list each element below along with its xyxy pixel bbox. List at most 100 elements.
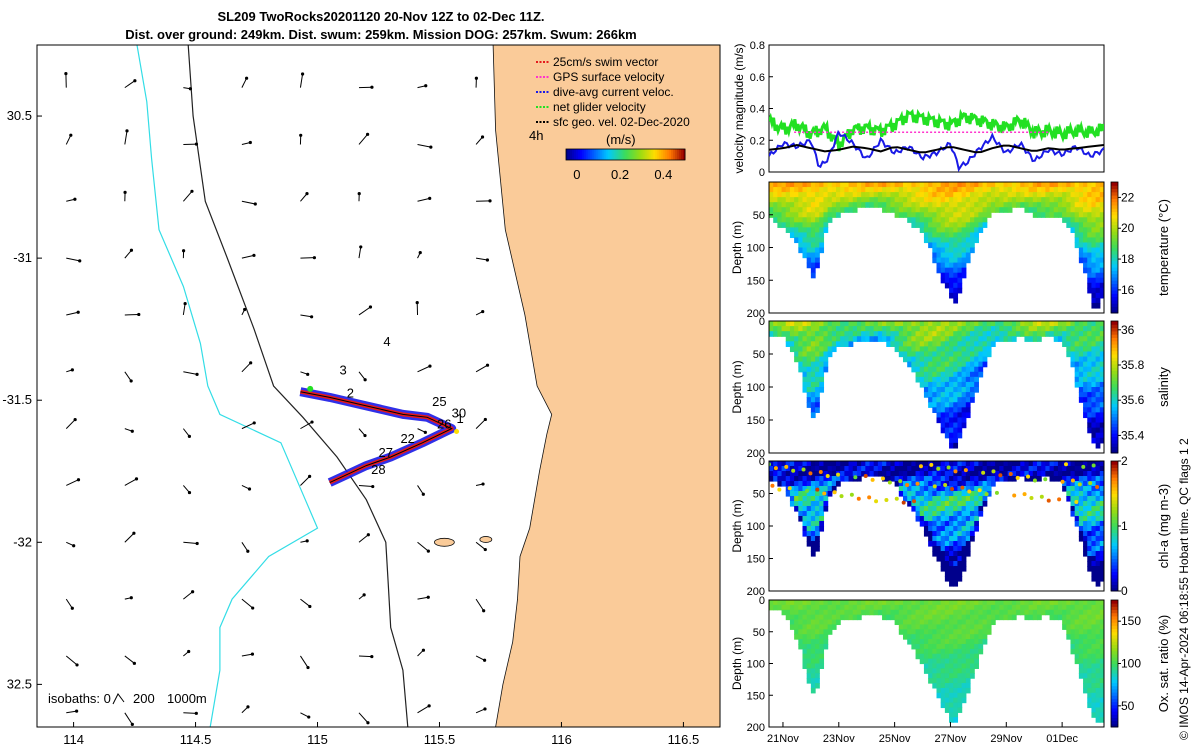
section-cell	[944, 471, 950, 477]
geo-arrow-head	[483, 707, 487, 711]
section-cell	[815, 321, 820, 327]
geo-arrow-head	[359, 245, 363, 249]
section-cell	[961, 262, 967, 269]
section-cell	[836, 341, 841, 347]
section-cell	[819, 361, 825, 368]
section-cell	[798, 486, 804, 492]
section-cell	[1091, 501, 1097, 507]
section-cell	[982, 600, 988, 606]
section-cell	[957, 600, 963, 606]
section-cell	[1074, 326, 1080, 332]
map-colorbar-cell	[655, 149, 658, 160]
chl-sample-dot	[849, 492, 854, 497]
section-colorbar-cell	[1111, 260, 1118, 265]
section-cell	[965, 461, 971, 467]
section-cell	[911, 366, 917, 373]
section-cell	[806, 387, 812, 393]
section-cell	[944, 501, 950, 507]
geo-arrow-head	[363, 378, 367, 382]
section-cell	[936, 351, 942, 358]
section-cell	[928, 381, 933, 388]
section-cell	[1070, 222, 1076, 228]
section-cell	[831, 476, 837, 482]
section-cell	[903, 491, 908, 497]
section-cell	[903, 321, 908, 327]
section-cell	[823, 222, 829, 228]
section-cell	[1057, 466, 1063, 472]
section-cell	[911, 222, 917, 228]
section-cell	[806, 496, 812, 502]
section-cell	[798, 207, 804, 213]
section-cell	[965, 346, 971, 353]
section-cell	[865, 202, 871, 208]
section-cell	[1095, 629, 1101, 635]
section-cell	[836, 466, 841, 472]
section-colorbar-cell	[1111, 423, 1118, 428]
section-cell	[865, 600, 871, 606]
section-cell	[1074, 624, 1080, 630]
section-cell	[1066, 212, 1072, 218]
section-cell	[957, 237, 963, 244]
section-cell	[940, 376, 946, 383]
section-colorbar-cell	[1111, 360, 1118, 365]
section-cell	[1011, 336, 1017, 342]
section-cell	[852, 471, 858, 477]
section-cell	[785, 326, 791, 332]
section-cell	[1078, 476, 1084, 482]
section-cell	[1066, 496, 1072, 502]
section-cell	[940, 341, 946, 347]
section-cell	[915, 609, 921, 616]
section-cell	[1091, 707, 1097, 713]
section-cell	[1078, 491, 1084, 497]
section-cell	[940, 496, 946, 502]
section-cell	[936, 687, 942, 694]
section-cell	[827, 471, 833, 477]
section-cell	[953, 397, 959, 403]
section-cell	[907, 346, 912, 353]
section-cell	[1078, 371, 1084, 378]
section-cell	[940, 356, 946, 363]
section-cell	[1087, 427, 1093, 434]
section-cell	[865, 321, 871, 327]
section-cell	[1099, 501, 1104, 507]
section-cell	[986, 609, 992, 616]
section-cell	[777, 202, 783, 208]
section-cell	[806, 331, 812, 337]
section-cell	[990, 619, 996, 626]
section-cell	[957, 624, 963, 630]
section-cell	[1062, 182, 1067, 188]
section-colorbar-cell	[1111, 296, 1118, 301]
section-cell	[1003, 614, 1009, 621]
section-cell	[890, 207, 896, 213]
section-cell	[911, 192, 917, 198]
section-cell	[1066, 321, 1072, 327]
section-cell	[898, 629, 904, 635]
section-cell	[940, 614, 946, 621]
section-cell	[836, 207, 841, 213]
section-cell	[965, 341, 971, 347]
section-cell	[982, 326, 988, 332]
section-cell	[794, 187, 799, 193]
section-cell	[944, 516, 950, 522]
section-cell	[936, 609, 942, 616]
section-cell	[961, 192, 967, 198]
map-colorbar-cell	[661, 149, 664, 160]
section-cell	[773, 192, 778, 198]
section-cell	[949, 442, 954, 449]
section-cell	[944, 252, 950, 259]
section-cell	[965, 491, 971, 497]
section-cell	[949, 227, 954, 233]
section-cell	[944, 361, 950, 368]
section-cell	[856, 197, 862, 203]
section-cell	[827, 604, 833, 611]
section-cell	[970, 336, 975, 342]
section-cell	[894, 326, 900, 332]
section-cell	[852, 326, 858, 332]
section-cell	[944, 432, 950, 439]
section-cell	[848, 192, 854, 198]
section-cell	[882, 466, 887, 472]
section-cell	[986, 207, 992, 213]
section-colorbar-cell	[1111, 483, 1118, 488]
section-cell	[815, 471, 820, 477]
section-cell	[898, 466, 904, 472]
